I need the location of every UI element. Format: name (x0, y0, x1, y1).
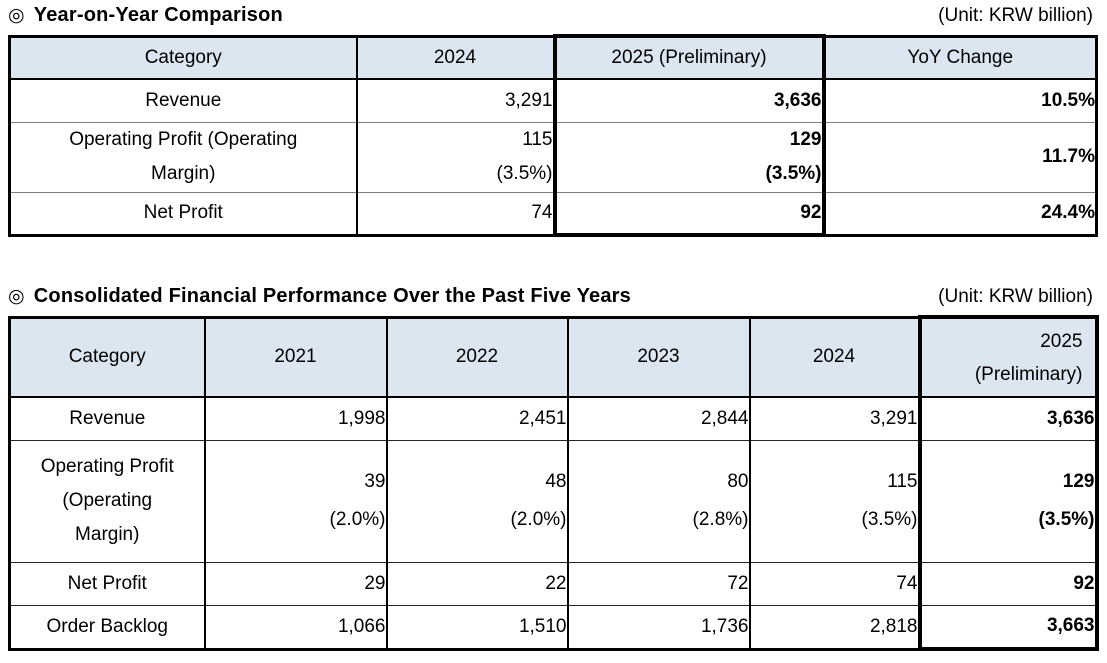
margin-line: (3.5%) (765, 163, 822, 184)
category-line: Margin) (151, 163, 216, 184)
margin-line: (3.5%) (861, 509, 918, 530)
cell-category: Net Profit (8, 191, 358, 236)
cell-2023-value: 1,736 (566, 604, 751, 650)
cell-2024-value: 115 (3.5%) (355, 121, 556, 193)
cell-2025-value: 92 (917, 561, 1099, 606)
cell-2022-value: 48 (2.0%) (385, 439, 569, 563)
value-line: 115 (887, 471, 918, 492)
section-title: ◎ Consolidated Financial Performance Over… (8, 285, 631, 308)
cell-2025-value: 3,636 (917, 396, 1099, 441)
cell-2025-value: 3,636 (552, 78, 826, 123)
category-line: Operating Profit (40, 456, 174, 477)
cell-2021-value: 1,998 (203, 396, 388, 441)
cell-yoy-value: 24.4% (822, 191, 1098, 236)
cell-yoy-value: 11.7% (822, 121, 1098, 193)
col-header-2024: 2024 (355, 35, 556, 80)
col-header-2022: 2022 (385, 316, 569, 398)
header-line: (Preliminary) (974, 363, 1083, 385)
table-row-order-backlog: Order Backlog 1,066 1,510 1,736 2,818 3,… (8, 604, 1099, 651)
cell-2022-value: 22 (385, 561, 569, 606)
col-header-category: Category (8, 35, 358, 80)
cell-category: Operating Profit (Operating Margin) (8, 439, 206, 563)
col-header-2025-preliminary: 2025 (Preliminary) (917, 315, 1099, 398)
margin-line: (2.8%) (692, 509, 749, 530)
cell-2025-value: 129 (3.5%) (552, 121, 826, 193)
cell-category: Order Backlog (8, 604, 206, 650)
table-row-operating-profit: Operating Profit (Operating Margin) 115 … (8, 121, 1098, 193)
cell-2024-value: 3,291 (748, 396, 921, 441)
section-title-text: Year-on-Year Comparison (33, 4, 283, 26)
cell-2025-value: 3,663 (917, 604, 1099, 651)
cell-2022-value: 1,510 (385, 604, 569, 650)
table-row-revenue: Revenue 3,291 3,636 10.5% (8, 78, 1098, 123)
value-line: 48 (545, 471, 567, 492)
cell-yoy-value: 10.5% (822, 78, 1098, 123)
section-header: ◎ Year-on-Year Comparison (Unit: KRW bill… (8, 2, 1095, 34)
section-title: ◎ Year-on-Year Comparison (8, 4, 283, 27)
cell-2024-value: 2,818 (748, 604, 921, 650)
cell-category: Operating Profit (Operating Margin) (8, 121, 358, 193)
five-year-performance-table: Category 2021 2022 2023 2024 2025 (Preli… (8, 315, 1099, 651)
section-five-year-performance: ◎ Consolidated Financial Performance Over… (8, 283, 1099, 651)
unit-label: (Unit: KRW billion) (938, 5, 1093, 26)
cell-2023-value: 72 (566, 561, 751, 606)
cell-2023-value: 80 (2.8%) (566, 439, 751, 563)
margin-line: (3.5%) (496, 163, 553, 184)
category-line: Margin) (75, 524, 140, 545)
unit-label: (Unit: KRW billion) (938, 286, 1093, 307)
table-row-operating-profit: Operating Profit (Operating Margin) 39 (… (8, 439, 1099, 563)
cell-2024-value: 74 (748, 561, 921, 606)
col-header-2023: 2023 (566, 316, 751, 398)
cell-2021-value: 39 (2.0%) (203, 439, 388, 563)
cell-2025-value: 129 (3.5%) (917, 439, 1099, 563)
value-line: 80 (727, 471, 749, 492)
table-row-revenue: Revenue 1,998 2,451 2,844 3,291 3,636 (8, 396, 1099, 441)
double-circle-marker: ◎ (8, 286, 25, 307)
section-title-text: Consolidated Financial Performance Over … (33, 285, 631, 307)
cell-2022-value: 2,451 (385, 396, 569, 441)
section-yoy-comparison: ◎ Year-on-Year Comparison (Unit: KRW bill… (8, 2, 1098, 237)
cell-category: Net Profit (8, 561, 206, 606)
margin-line: (3.5%) (1038, 509, 1095, 530)
margin-line: (2.0%) (329, 509, 386, 530)
value-line: 39 (364, 471, 386, 492)
table-row-net-profit: Net Profit 29 22 72 74 92 (8, 561, 1099, 606)
yoy-comparison-table: Category 2024 2025 (Preliminary) YoY Cha… (8, 34, 1098, 237)
cell-2024-value: 74 (355, 191, 556, 236)
category-line: Operating Profit (Operating (69, 129, 298, 150)
value-line: 115 (522, 129, 553, 150)
value-line: 129 (789, 129, 822, 150)
cell-2024-value: 3,291 (355, 78, 556, 123)
table-row-net-profit: Net Profit 74 92 24.4% (8, 191, 1098, 237)
cell-category: Revenue (8, 396, 206, 441)
cell-2023-value: 2,844 (566, 396, 751, 441)
col-header-2024: 2024 (748, 316, 921, 398)
col-header-yoy-change: YoY Change (822, 35, 1098, 80)
cell-2025-value: 92 (552, 191, 826, 237)
section-header: ◎ Consolidated Financial Performance Over… (8, 283, 1095, 315)
double-circle-marker: ◎ (8, 5, 25, 26)
cell-2024-value: 115 (3.5%) (748, 439, 921, 563)
cell-category: Revenue (8, 78, 358, 123)
col-header-2025-preliminary: 2025 (Preliminary) (552, 34, 826, 80)
col-header-2021: 2021 (203, 316, 388, 398)
category-line: (Operating (62, 490, 153, 511)
header-line: 2025 (1040, 330, 1083, 352)
value-line: 129 (1062, 471, 1095, 492)
margin-line: (2.0%) (510, 509, 567, 530)
table-header-row: Category 2021 2022 2023 2024 2025 (Preli… (8, 315, 1099, 398)
table-header-row: Category 2024 2025 (Preliminary) YoY Cha… (8, 34, 1098, 80)
col-header-category: Category (8, 316, 206, 398)
cell-2021-value: 29 (203, 561, 388, 606)
cell-2021-value: 1,066 (203, 604, 388, 650)
